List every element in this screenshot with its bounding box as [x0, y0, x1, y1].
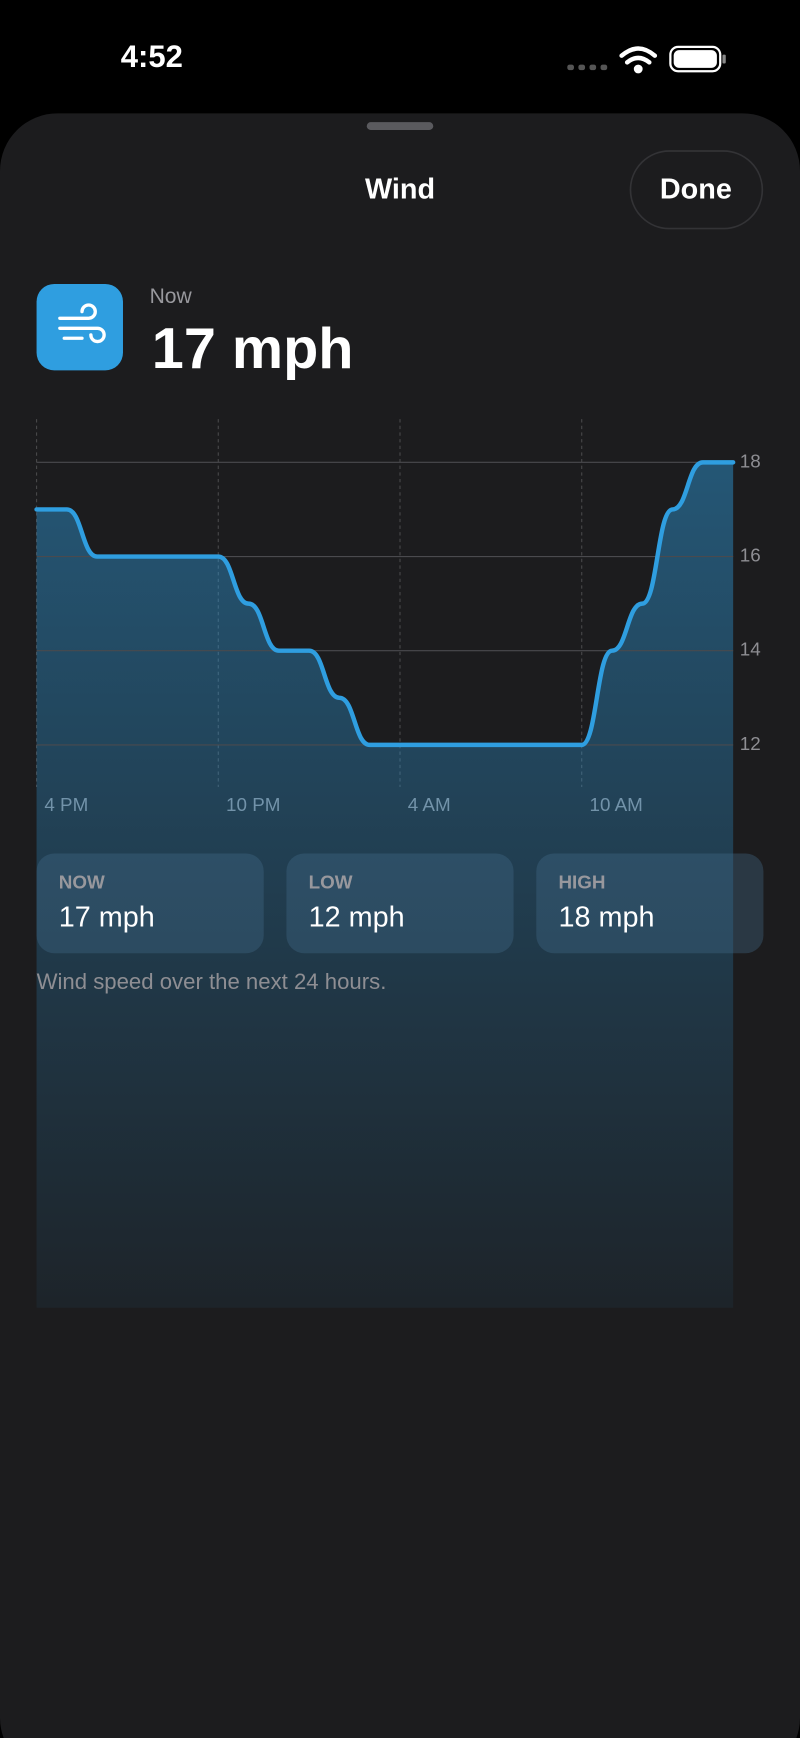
- wind-glyph: [58, 303, 106, 344]
- grabber[interactable]: [366, 122, 434, 130]
- stat-label: HIGH: [558, 871, 605, 892]
- stat-card: [536, 853, 764, 954]
- y-tick-label: 18: [740, 450, 761, 471]
- y-tick-label: 14: [740, 639, 761, 660]
- stat-value: 17 mph: [59, 901, 155, 933]
- wifi-icon: [619, 46, 658, 74]
- stat-label: LOW: [309, 871, 353, 892]
- status-time: 4:52: [121, 39, 183, 74]
- stat-label: NOW: [59, 871, 105, 892]
- y-tick-label: 12: [740, 733, 761, 754]
- stat-value: 18 mph: [558, 901, 654, 933]
- line: [34, 460, 736, 748]
- y-tick-label: 16: [740, 545, 761, 566]
- done-button[interactable]: [629, 150, 764, 230]
- stat-card: [286, 853, 514, 954]
- stats: NOW 17 mph LOW 12 mph HIGH 18 mph: [36, 853, 764, 954]
- signal-icon: [567, 64, 608, 71]
- now-label: Now: [150, 285, 193, 308]
- area: [36, 462, 734, 1308]
- now-value: 17 mph: [152, 317, 354, 381]
- chart: 4 PM10 PM4 AM10 AM12141618: [34, 419, 761, 1308]
- stat-value: 12 mph: [309, 901, 405, 933]
- caption: Wind speed over the next 24 hours.: [37, 969, 387, 994]
- sheet-title: Wind: [365, 173, 435, 205]
- battery-icon: [669, 45, 726, 73]
- stat-card: [36, 853, 264, 954]
- done-button-label[interactable]: Done: [660, 173, 732, 205]
